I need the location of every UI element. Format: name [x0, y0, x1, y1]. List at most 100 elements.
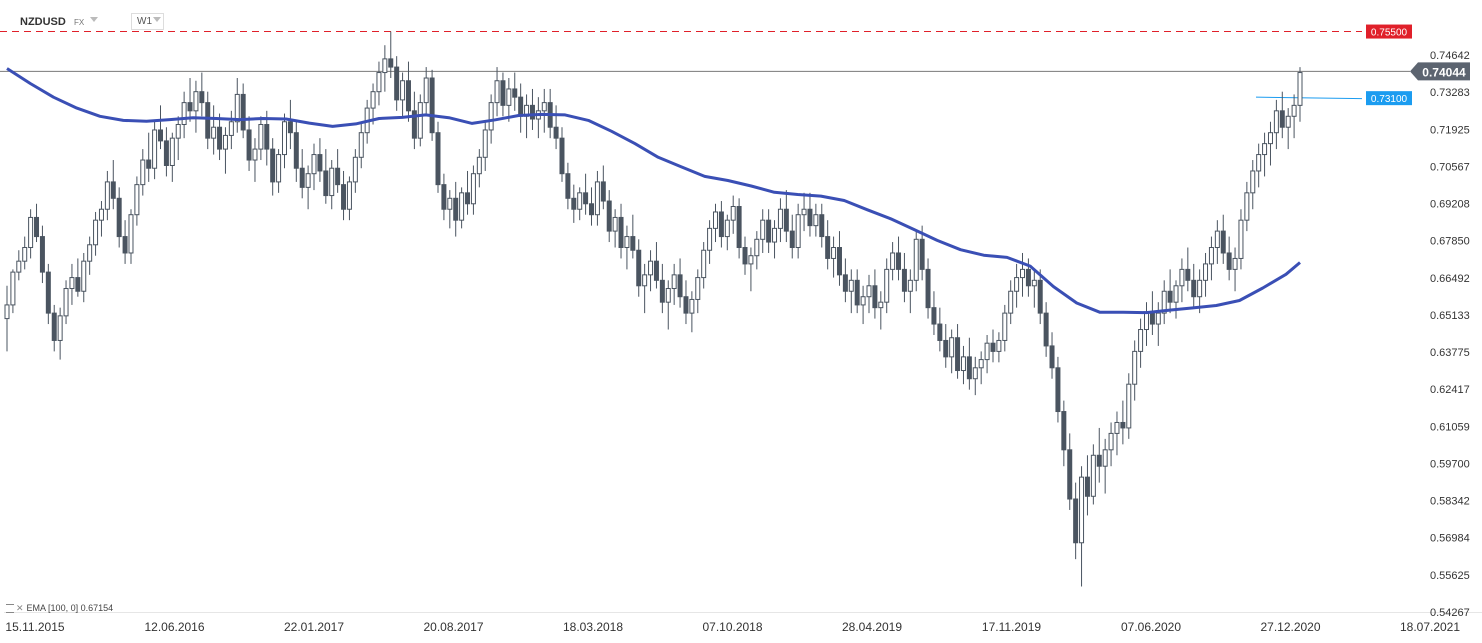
x-tick-label: 18.07.2021: [1400, 620, 1460, 634]
candle-body: [465, 192, 471, 205]
indicator-menu-icon[interactable]: [6, 604, 14, 614]
candle-body: [854, 279, 860, 306]
candle-body: [1285, 115, 1291, 128]
candle-body: [1273, 110, 1279, 134]
candle-body: [459, 192, 465, 221]
x-tick-label: 17.11.2019: [982, 620, 1041, 634]
candle-body: [45, 271, 51, 314]
candle-body: [718, 211, 724, 238]
x-tick-label: 12.06.2016: [144, 620, 204, 634]
candle-body: [57, 315, 63, 341]
candle-body: [1161, 290, 1167, 314]
candle-body: [606, 200, 612, 232]
candle-body: [589, 203, 595, 216]
candle-body: [51, 312, 57, 341]
candle-body: [1208, 247, 1214, 265]
candle-body: [642, 274, 648, 287]
candle-body: [618, 216, 624, 249]
candle-body: [1073, 498, 1079, 544]
candle-body: [211, 126, 217, 139]
candle-body: [860, 296, 866, 306]
x-tick-label: 27.12.2020: [1260, 620, 1320, 634]
y-tick-label: 0.71925: [1430, 124, 1470, 136]
y-tick-label: 0.69208: [1430, 199, 1470, 211]
symbol-dropdown-icon[interactable]: [90, 17, 98, 22]
candle-body: [742, 247, 748, 265]
candle-body: [75, 277, 81, 292]
candle-body: [1120, 421, 1126, 429]
candle-body: [1031, 279, 1037, 287]
candle-body: [943, 339, 949, 358]
candle-body: [836, 247, 842, 276]
candle-body: [901, 268, 907, 292]
candle-body: [665, 288, 671, 303]
candle-body: [494, 80, 500, 104]
candle-body: [772, 227, 778, 243]
candle-body: [276, 154, 282, 183]
candle-body: [329, 167, 335, 197]
candle-body: [795, 214, 801, 249]
candle-body: [695, 277, 701, 300]
candle-body: [1037, 279, 1043, 314]
candle-body: [553, 126, 559, 139]
timeframe-select[interactable]: W1: [131, 13, 164, 30]
close-icon[interactable]: ✕: [16, 603, 24, 613]
ema-line: [6, 67, 1301, 315]
candle-body: [500, 80, 506, 106]
candle-body: [252, 148, 258, 161]
candle-body: [766, 219, 772, 243]
candle-body: [34, 216, 40, 238]
candle-body: [925, 268, 931, 309]
candle-body: [1279, 110, 1285, 128]
y-tick-label: 0.70567: [1430, 161, 1470, 173]
candle-body: [1002, 312, 1008, 341]
candle-body: [352, 156, 358, 183]
symbol-label[interactable]: NZDUSD: [20, 16, 66, 28]
candle-body: [960, 356, 966, 372]
x-tick-label: 18.03.2018: [563, 620, 623, 634]
candle-body: [736, 206, 742, 249]
candle-body: [1043, 312, 1049, 347]
candle-body: [335, 167, 341, 186]
candle-body: [1008, 290, 1014, 314]
candle-body: [1232, 257, 1238, 270]
candle-body: [884, 268, 890, 303]
y-tick-label: 0.59700: [1430, 458, 1470, 470]
blue-level-tag: [1366, 91, 1412, 106]
candle-body: [98, 208, 104, 221]
y-tick-label: 0.73283: [1430, 87, 1470, 99]
candle-body: [435, 132, 441, 186]
candle-body: [470, 173, 476, 205]
candle-body: [506, 88, 512, 106]
candle-body: [1191, 279, 1197, 298]
candle-body: [577, 192, 583, 210]
candle-body: [1203, 263, 1209, 281]
candle-body: [783, 208, 789, 232]
candle-body: [831, 247, 837, 259]
candle-body: [512, 88, 518, 98]
candle-body: [1138, 329, 1144, 352]
candle-body: [707, 227, 713, 251]
y-tick-label: 0.62417: [1430, 384, 1470, 396]
candle-body: [10, 271, 16, 306]
candle-body: [417, 102, 423, 139]
candle-body: [317, 154, 323, 172]
candle-body: [39, 236, 45, 273]
candle-body: [193, 91, 199, 112]
candle-body: [996, 339, 1002, 352]
candle-body: [1149, 312, 1155, 325]
timeframe-dropdown-icon[interactable]: [153, 17, 161, 22]
candle-body: [1167, 290, 1173, 303]
candle-body: [146, 159, 152, 169]
candle-body: [447, 197, 453, 210]
candle-body: [246, 129, 252, 161]
y-tick-label: 0.65133: [1430, 310, 1470, 322]
candle-body: [819, 214, 825, 238]
candle-body: [158, 129, 164, 142]
candle-body: [152, 129, 158, 169]
candle-body: [890, 252, 896, 270]
current-price-value: 0.74044: [1422, 65, 1466, 79]
candle-body: [482, 129, 488, 158]
candle-body: [949, 337, 955, 358]
